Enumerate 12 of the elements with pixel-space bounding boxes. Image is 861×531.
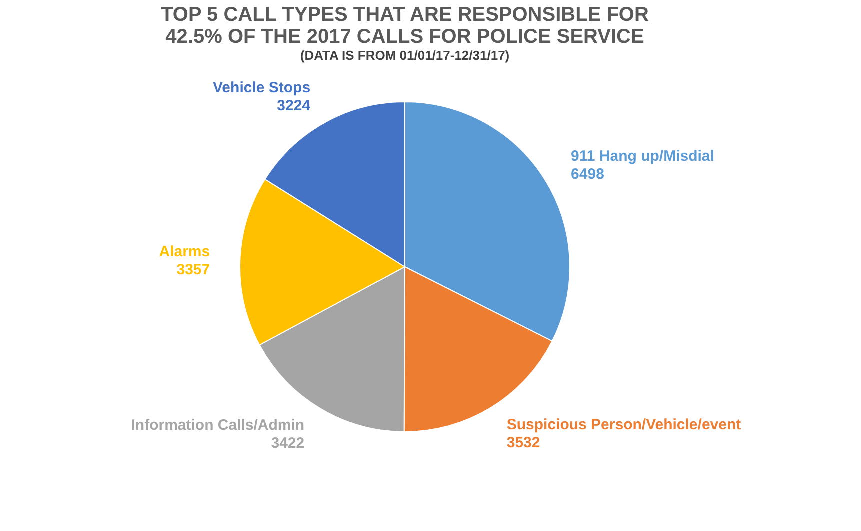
data-label: 3357 bbox=[176, 262, 210, 279]
data-label: 3422 bbox=[271, 435, 305, 452]
data-label: 3532 bbox=[506, 434, 540, 452]
data-label: 6498 bbox=[571, 166, 604, 183]
slice-label: Vehicle Stops bbox=[213, 79, 311, 96]
data-label: 3224 bbox=[277, 97, 312, 114]
chart-subtitle: (DATA IS FROM 01/01/17-12/31/17) bbox=[300, 48, 510, 63]
chart-title: TOP 5 CALL TYPES THAT ARE RESPONSIBLE FOR 42.5% OF THE 2017 CALLS FOR POLICE SERVICE bbox=[161, 4, 650, 48]
slice-label: Suspicious Person/Vehicle/event bbox=[506, 416, 742, 434]
slice-label: Information Calls/Admin bbox=[131, 417, 305, 434]
slice-label: 911 Hang up/Misdial bbox=[571, 148, 714, 165]
slice-label: Alarms bbox=[159, 244, 210, 261]
